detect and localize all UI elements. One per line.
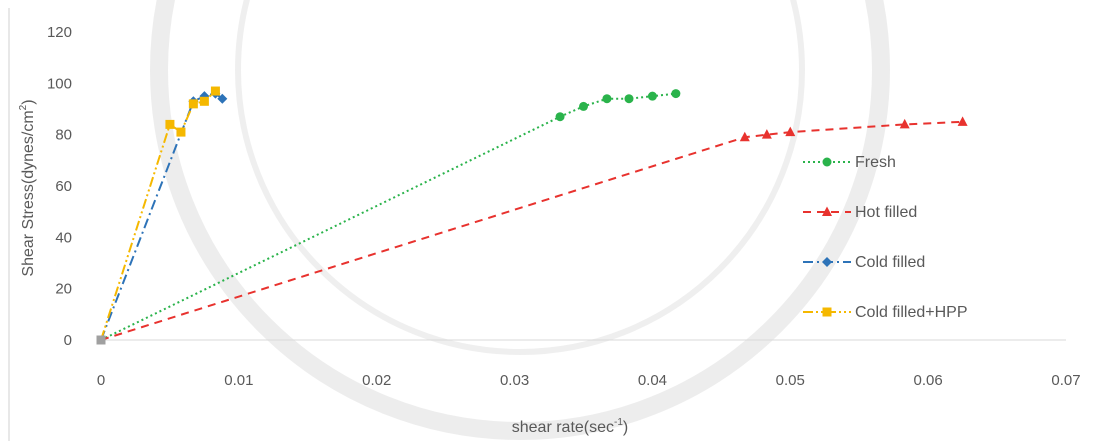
cold-filled-hpp-line	[100, 90, 217, 341]
legend-item-fresh: Fresh	[803, 154, 896, 171]
y-tick-label: 80	[55, 127, 72, 144]
legend-item-cold-filled-hpp: Cold filled+HPP	[803, 304, 968, 321]
cold-filled-line	[100, 92, 223, 341]
series-cold-filled-hpp	[96, 86, 220, 345]
fresh-point	[647, 91, 657, 101]
y-axis: 0 20 40 60 80 100 120	[47, 24, 72, 349]
x-tick-label: 0.04	[638, 372, 667, 389]
cold-filled-hpp-point	[199, 96, 209, 106]
legend-item-cold-filled: Cold filled	[803, 254, 925, 271]
legend-label: Hot filled	[855, 204, 917, 221]
legend-swatch-marker	[822, 206, 832, 216]
fresh-point	[579, 101, 588, 111]
cold-filled-hpp-point	[188, 99, 198, 109]
hot-filled-point	[899, 118, 910, 129]
x-tick-label: 0.05	[776, 372, 805, 389]
x-tick-label: 0.02	[362, 372, 391, 389]
legend: Fresh Hot filled Cold filled Cold filled+HP…	[803, 154, 968, 321]
fresh-line	[100, 92, 677, 341]
x-tick-label: 0	[97, 372, 105, 389]
hot-filled-line	[100, 120, 963, 341]
legend-item-hot-filled: Hot filled	[803, 204, 917, 221]
y-tick-label: 20	[55, 281, 72, 298]
y-axis-title: Shear Stress(dynes/cm2)	[18, 99, 37, 276]
x-tick-label: 0.07	[1051, 372, 1080, 389]
y-tick-label: 120	[47, 24, 72, 41]
fresh-point	[555, 112, 565, 122]
y-tick-label: 60	[55, 178, 72, 195]
hot-filled-point	[761, 129, 772, 139]
x-tick-label: 0.06	[914, 372, 943, 389]
fresh-point	[602, 94, 612, 104]
legend-label: Cold filled+HPP	[855, 304, 968, 321]
hot-filled-point	[957, 116, 968, 126]
x-axis-title: shear rate(sec-1)	[512, 417, 629, 436]
legend-swatch-marker	[822, 257, 832, 267]
fresh-point	[624, 94, 634, 104]
y-tick-label: 40	[55, 229, 72, 246]
cold-filled-hpp-point	[165, 119, 175, 129]
series-cold-filled	[96, 88, 228, 345]
fresh-point	[671, 89, 681, 99]
y-tick-label: 100	[47, 75, 72, 92]
x-axis: 0 0.01 0.02 0.03 0.04 0.05 0.06 0.07	[97, 339, 1081, 389]
series-layer	[96, 86, 968, 345]
hot-filled-point	[785, 126, 796, 137]
origin-marker	[96, 335, 106, 345]
legend-swatch-marker	[822, 157, 832, 167]
cold-filled-hpp-point	[176, 127, 186, 137]
x-tick-label: 0.01	[224, 372, 253, 389]
legend-swatch-marker	[822, 307, 832, 317]
x-tick-label: 0.03	[500, 372, 529, 389]
series-hot-filled	[96, 116, 968, 345]
series-fresh	[96, 89, 681, 345]
cold-filled-point	[217, 93, 228, 104]
legend-label: Fresh	[855, 154, 896, 171]
hot-filled-point	[739, 131, 750, 142]
y-tick-label: 0	[64, 332, 72, 349]
cold-filled-hpp-point	[210, 86, 220, 96]
legend-label: Cold filled	[855, 254, 925, 271]
